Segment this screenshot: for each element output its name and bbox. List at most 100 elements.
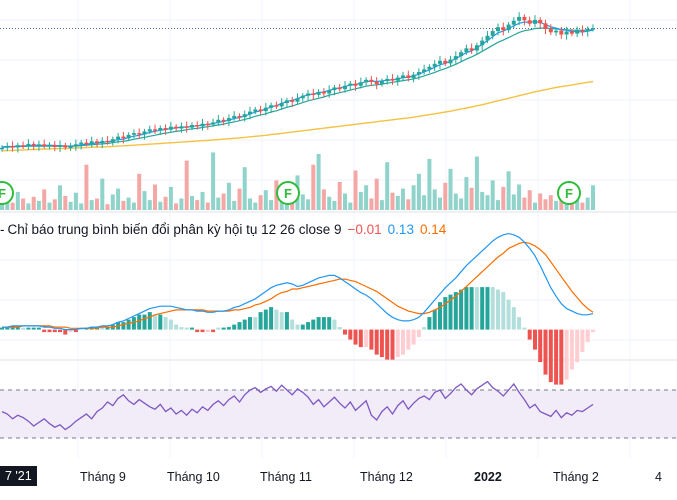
candle [89, 141, 94, 144]
volume-bar [337, 182, 342, 210]
candle [131, 133, 136, 135]
candle [527, 20, 532, 24]
macd-histogram-bar [443, 297, 448, 330]
volume-bar [174, 203, 179, 210]
candle [538, 19, 543, 24]
macd-histogram-bar [580, 329, 585, 353]
macd-histogram-bar [258, 312, 263, 330]
volume-bar [474, 156, 479, 210]
time-axis[interactable]: 7 '21 Tháng 9 Tháng 10 Tháng 11 Tháng 12… [0, 458, 677, 500]
macd-histogram-bar [147, 312, 152, 330]
volume-bar [575, 200, 580, 210]
macd-histogram-bar [21, 327, 26, 330]
volume-bar [564, 201, 569, 210]
volume-bar [453, 193, 458, 210]
candle [353, 83, 358, 86]
macd-histogram-bar [591, 329, 595, 333]
volume-bar [580, 202, 585, 210]
volume-bar [527, 190, 532, 210]
candle [511, 20, 516, 25]
candle [343, 85, 347, 90]
candle [564, 31, 569, 35]
volume-bar [126, 197, 131, 210]
volume-bar [416, 173, 421, 210]
volume-bar [427, 158, 432, 210]
volume-bar [306, 199, 311, 210]
candle [548, 28, 553, 33]
volume-bar [485, 195, 490, 210]
volume-bar [390, 192, 395, 210]
volume-bar [279, 197, 284, 210]
time-axis-label: Tháng 12 [360, 470, 413, 484]
volume-bar [316, 154, 321, 210]
macd-histogram-bar [406, 329, 411, 350]
macd-histogram-bar [221, 327, 226, 330]
volume-bar [401, 188, 405, 210]
candle [279, 103, 284, 107]
macd-histogram-bar [274, 309, 279, 330]
macd-histogram-bar [522, 327, 527, 330]
volume-bar [290, 201, 295, 210]
volume-bar [385, 162, 390, 210]
macd-histogram-bar [496, 289, 500, 330]
price-panel[interactable] [0, 12, 677, 153]
macd-histogram-bar [15, 327, 20, 330]
volume-bar [321, 189, 326, 210]
volume-bar [237, 188, 242, 210]
candle [274, 105, 279, 107]
ma-fast-line [1, 20, 594, 148]
candle [184, 126, 189, 128]
candle [0, 147, 4, 150]
macd-histogram-bar [52, 329, 57, 333]
macd-histogram-bar [216, 327, 221, 330]
candle [26, 143, 31, 147]
volume-bar [42, 189, 47, 210]
macd-histogram-bar [36, 327, 41, 330]
macd-histogram-bar [311, 319, 316, 330]
macd-histogram-bar [575, 329, 580, 363]
macd-histogram-bar [490, 287, 495, 330]
volume-bar [422, 195, 427, 210]
candle [195, 125, 200, 127]
macd-histogram-bar [554, 329, 559, 385]
macd-histogram-bar [295, 324, 300, 330]
event-marker[interactable]: F [557, 181, 581, 205]
volume-bar [68, 201, 73, 210]
macd-histogram-bar [480, 287, 485, 330]
event-marker[interactable]: F [0, 181, 14, 205]
candle [575, 30, 580, 34]
macd-signal-line [2, 241, 594, 329]
macd-legend-title: Chỉ báo trung bình biến đổi phân kỳ hội … [7, 221, 342, 237]
candle [385, 78, 390, 82]
volume-bar [232, 200, 237, 210]
candle [311, 93, 316, 95]
volume-bar [142, 191, 147, 210]
macd-histogram-bar [538, 329, 543, 363]
volume-bar [591, 185, 595, 210]
macd-histogram-bar [548, 329, 553, 383]
candle [158, 128, 163, 131]
volume-bar [226, 182, 231, 210]
candle [10, 146, 15, 148]
volume-bar [585, 197, 590, 210]
event-marker-label: F [0, 186, 6, 201]
macd-panel[interactable] [0, 232, 595, 385]
rsi-panel[interactable] [0, 380, 677, 439]
macd-histogram-bar [527, 329, 532, 340]
volume-bar [501, 186, 506, 210]
macd-histogram-bar [158, 314, 163, 330]
macd-histogram-bar [10, 327, 15, 330]
candle [543, 23, 548, 29]
macd-histogram-bar [300, 324, 305, 330]
candle [31, 143, 36, 146]
volume-bar [21, 198, 26, 210]
volume-bar [448, 168, 453, 210]
event-marker[interactable]: F [276, 181, 300, 205]
volume-bar [411, 185, 416, 210]
candle [448, 59, 453, 64]
macd-histogram-bar [321, 317, 326, 330]
macd-histogram-bar [284, 312, 289, 330]
